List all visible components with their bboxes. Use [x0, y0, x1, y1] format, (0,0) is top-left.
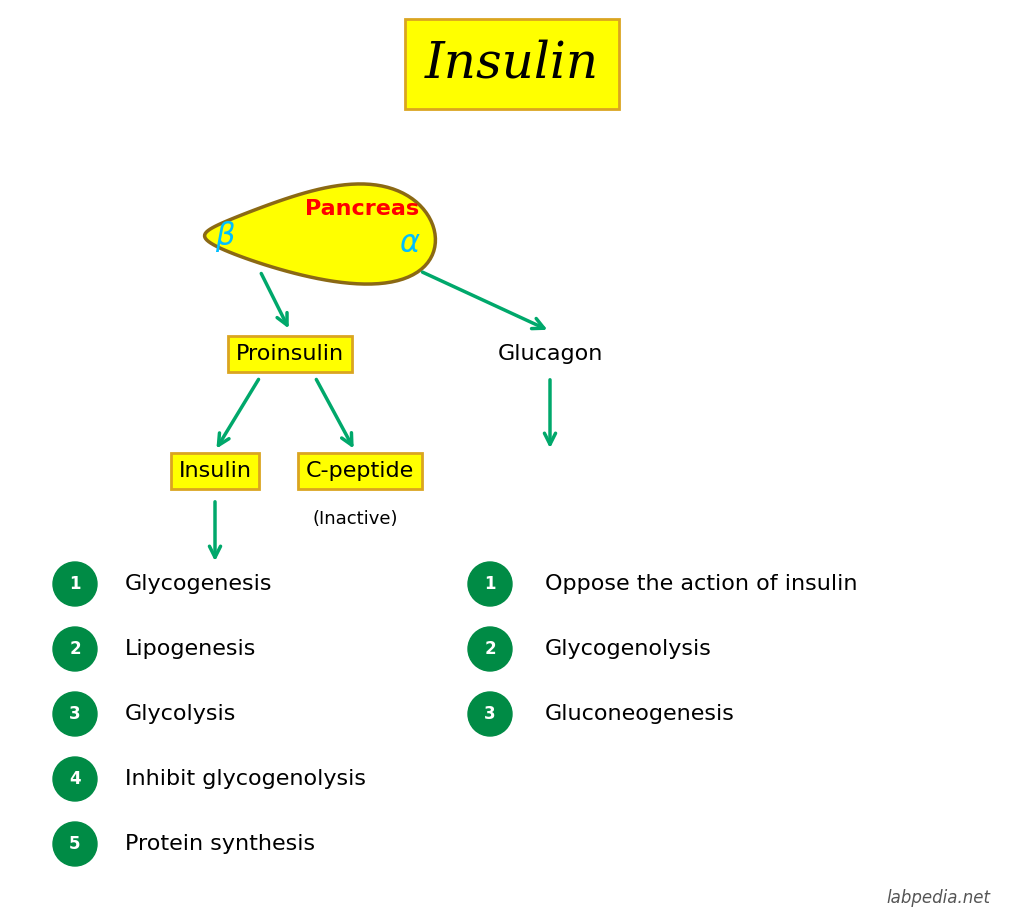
- Text: Glucagon: Glucagon: [498, 344, 603, 364]
- Circle shape: [53, 562, 97, 606]
- Text: labpedia.net: labpedia.net: [886, 889, 990, 907]
- Text: 4: 4: [70, 770, 81, 788]
- Text: 2: 2: [70, 640, 81, 658]
- Text: 2: 2: [484, 640, 496, 658]
- Text: 1: 1: [70, 575, 81, 593]
- Circle shape: [53, 822, 97, 866]
- Text: Insulin: Insulin: [425, 40, 599, 89]
- Text: Protein synthesis: Protein synthesis: [125, 834, 315, 854]
- Text: Inhibit glycogenolysis: Inhibit glycogenolysis: [125, 769, 366, 789]
- Text: (Inactive): (Inactive): [312, 510, 397, 528]
- Text: Glycolysis: Glycolysis: [125, 704, 237, 724]
- Text: 3: 3: [484, 705, 496, 723]
- Text: Glycogenesis: Glycogenesis: [125, 574, 272, 594]
- Text: Pancreas: Pancreas: [305, 199, 419, 219]
- Circle shape: [468, 627, 512, 671]
- Text: 5: 5: [70, 835, 81, 853]
- Text: Gluconeogenesis: Gluconeogenesis: [545, 704, 735, 724]
- Text: Proinsulin: Proinsulin: [236, 344, 344, 364]
- Circle shape: [53, 627, 97, 671]
- Text: Lipogenesis: Lipogenesis: [125, 639, 256, 659]
- Text: Insulin: Insulin: [178, 461, 252, 481]
- Circle shape: [468, 562, 512, 606]
- Text: $\beta$: $\beta$: [215, 220, 236, 255]
- Text: Glycogenolysis: Glycogenolysis: [545, 639, 712, 659]
- Circle shape: [53, 757, 97, 801]
- Polygon shape: [205, 184, 435, 284]
- Text: 3: 3: [70, 705, 81, 723]
- Text: Oppose the action of insulin: Oppose the action of insulin: [545, 574, 857, 594]
- Text: C-peptide: C-peptide: [306, 461, 414, 481]
- Circle shape: [468, 692, 512, 736]
- Circle shape: [53, 692, 97, 736]
- Text: $\alpha$: $\alpha$: [399, 229, 421, 259]
- Text: 1: 1: [484, 575, 496, 593]
